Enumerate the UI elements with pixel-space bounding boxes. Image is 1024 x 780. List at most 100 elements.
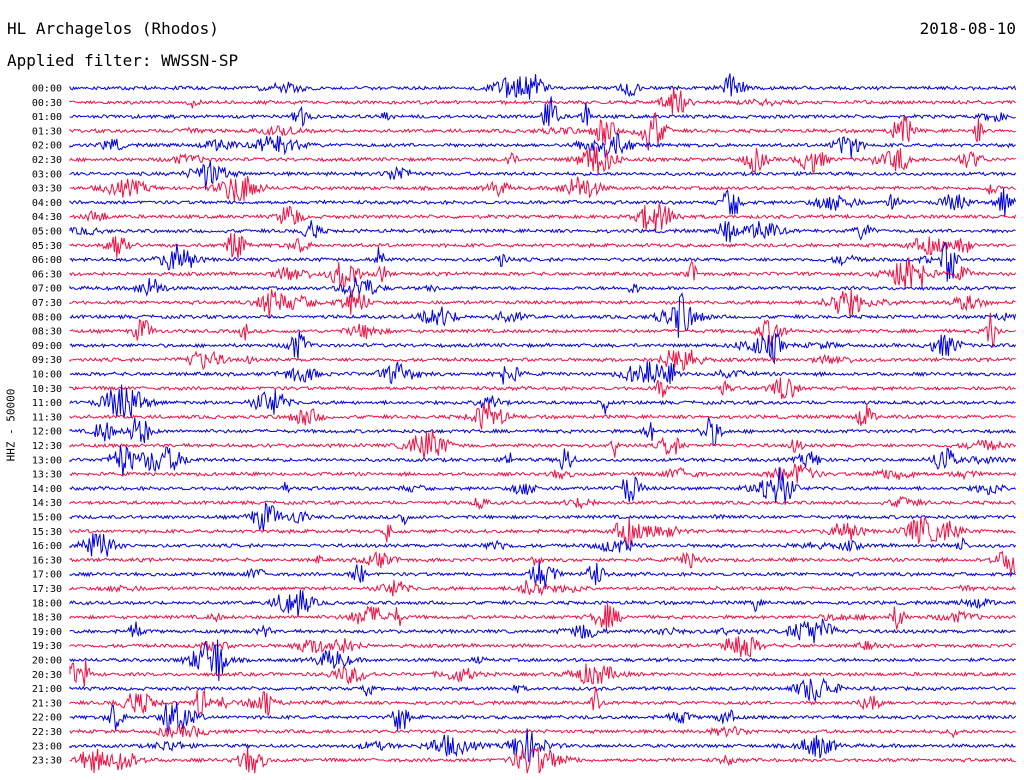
row-time-label: 18:00 — [32, 598, 62, 609]
row-time-label: 02:30 — [32, 155, 62, 166]
row-time-label: 05:00 — [32, 227, 62, 238]
seismic-trace — [69, 132, 1016, 159]
seismic-trace — [69, 467, 1016, 505]
seismic-trace — [69, 87, 1016, 115]
row-time-label: 07:30 — [32, 298, 62, 309]
seismic-trace — [69, 416, 1016, 447]
row-time-label: 23:30 — [32, 756, 62, 767]
seismic-trace — [69, 495, 1016, 511]
seismic-trace — [69, 257, 1017, 290]
seismic-trace — [69, 660, 1016, 687]
row-time-label: 08:00 — [32, 312, 62, 323]
row-time-label: 13:00 — [32, 455, 62, 466]
row-time-label: 00:30 — [32, 98, 62, 109]
seismic-trace — [69, 701, 1017, 734]
seismic-trace — [69, 444, 1017, 477]
row-time-label: 08:30 — [32, 327, 62, 338]
row-time-label: 03:00 — [32, 169, 62, 180]
seismic-trace — [69, 463, 1017, 484]
seismic-trace — [69, 589, 1017, 618]
seismic-trace — [69, 686, 1017, 717]
row-time-label: 23:00 — [32, 741, 62, 752]
seismic-trace — [69, 639, 1016, 681]
row-time-label: 22:00 — [32, 713, 62, 724]
seismic-trace — [69, 636, 1016, 658]
seismic-trace — [69, 746, 1016, 774]
row-time-label: 05:30 — [32, 241, 62, 252]
seismic-trace — [69, 175, 1016, 203]
row-time-label: 02:00 — [32, 141, 62, 152]
row-time-label: 17:00 — [32, 570, 62, 581]
seismic-trace — [69, 533, 1017, 557]
seismic-trace — [69, 312, 1016, 348]
seismic-trace — [69, 579, 1016, 597]
seismic-trace — [69, 220, 1016, 243]
row-time-label: 21:30 — [32, 698, 62, 709]
row-time-label: 14:30 — [32, 498, 62, 509]
row-time-label: 09:00 — [32, 341, 62, 352]
seismic-trace — [69, 289, 1016, 319]
seismic-trace — [69, 349, 1016, 372]
row-time-label: 19:30 — [32, 641, 62, 652]
row-time-label: 12:00 — [32, 427, 62, 438]
station-title: HL Archagelos (Rhodos) — [7, 19, 219, 38]
seismic-trace — [69, 561, 1016, 590]
row-time-label: 10:00 — [32, 370, 62, 381]
seismic-trace — [69, 430, 1016, 459]
row-time-label: 04:30 — [32, 212, 62, 223]
seismic-trace — [69, 112, 1016, 151]
row-time-label: 15:30 — [32, 527, 62, 538]
row-time-label: 19:00 — [32, 627, 62, 638]
seismic-trace — [69, 550, 1016, 574]
seismic-trace — [69, 377, 1016, 400]
row-time-label: 11:30 — [32, 412, 62, 423]
row-time-label: 20:00 — [32, 656, 62, 667]
seismic-trace — [69, 728, 1016, 764]
seismic-trace — [69, 242, 1016, 282]
seismic-trace — [69, 384, 1016, 418]
row-time-label: 15:00 — [32, 513, 62, 524]
seismic-trace — [69, 292, 1017, 338]
row-time-label: 03:30 — [32, 184, 62, 195]
row-time-label: 21:00 — [32, 684, 62, 695]
row-time-label: 16:30 — [32, 555, 62, 566]
row-time-label: 16:00 — [32, 541, 62, 552]
row-time-label: 06:00 — [32, 255, 62, 266]
seismic-trace — [69, 361, 1017, 385]
row-time-label: 04:00 — [32, 198, 62, 209]
seismic-trace — [69, 188, 1017, 217]
seismic-trace — [69, 517, 1016, 546]
row-time-label: 01:30 — [32, 126, 62, 137]
seismic-trace — [69, 146, 1016, 175]
seismic-trace — [69, 603, 1016, 631]
row-time-label: 00:00 — [32, 84, 62, 95]
row-time-label: 14:00 — [32, 484, 62, 495]
row-time-label: 20:30 — [32, 670, 62, 681]
row-time-label: 13:30 — [32, 470, 62, 481]
row-time-label: 18:30 — [32, 613, 62, 624]
filter-label: Applied filter: WWSSN-SP — [7, 51, 239, 70]
seismic-trace — [69, 277, 1016, 299]
row-time-label: 09:30 — [32, 355, 62, 366]
seismic-trace — [69, 73, 1017, 100]
seismic-trace — [69, 96, 1016, 128]
row-time-label: 12:30 — [32, 441, 62, 452]
row-time-label: 01:00 — [32, 112, 62, 123]
row-time-label: 11:00 — [32, 398, 62, 409]
row-time-label: 10:30 — [32, 384, 62, 395]
row-time-label: 22:30 — [32, 727, 62, 738]
row-time-label: 07:00 — [32, 284, 62, 295]
seismic-trace — [69, 402, 1016, 430]
seismic-trace — [69, 618, 1016, 644]
seismic-trace — [69, 160, 1017, 190]
seismic-trace — [69, 677, 1016, 703]
row-time-label: 06:30 — [32, 269, 62, 280]
seismic-trace — [69, 725, 1016, 739]
seismic-trace — [69, 233, 1016, 260]
row-time-label: 17:30 — [32, 584, 62, 595]
seismic-trace — [69, 203, 1017, 232]
seismic-trace — [69, 501, 1016, 532]
date-label: 2018-08-10 — [919, 19, 1016, 38]
seismic-trace — [69, 331, 1017, 365]
